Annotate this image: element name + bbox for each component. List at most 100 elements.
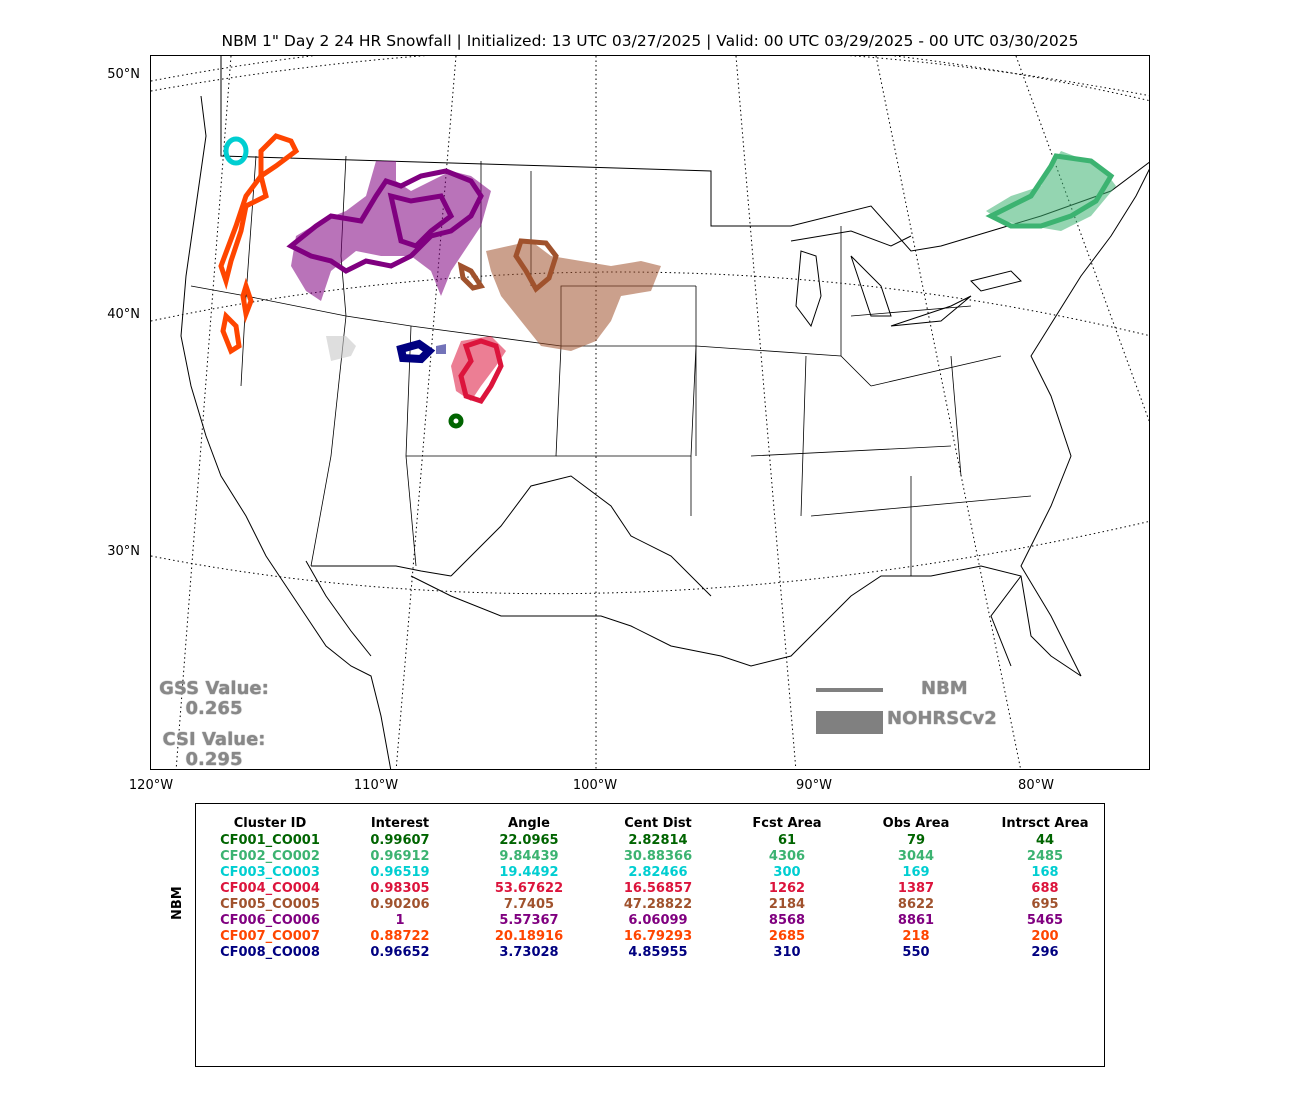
table-cell: 0.90206 bbox=[370, 897, 430, 912]
table-cell: 688 bbox=[1031, 881, 1059, 896]
table-cell: 3.73028 bbox=[499, 945, 559, 960]
table-cell: 30.88366 bbox=[623, 849, 693, 864]
table-cell: 1262 bbox=[768, 881, 806, 896]
table-cell: 300 bbox=[773, 865, 801, 880]
fcst-contour-cf002 bbox=[985, 153, 1115, 229]
table-cell: CF004_CO004 bbox=[220, 881, 320, 896]
fcst-contours bbox=[218, 133, 1115, 429]
lon-label-80: 80°W bbox=[1018, 778, 1054, 793]
east-coast bbox=[1020, 168, 1149, 677]
table-cell: 53.67622 bbox=[494, 881, 564, 896]
table-cell: CF006_CO006 bbox=[220, 913, 320, 928]
fcst-contour-cf004 bbox=[458, 338, 504, 404]
graticule bbox=[151, 56, 1149, 769]
lat-30-line bbox=[151, 520, 1149, 595]
obs-area-cf005 bbox=[486, 241, 661, 351]
table-cell: 218 bbox=[902, 929, 930, 944]
table-cell: 310 bbox=[773, 945, 801, 960]
table-row: CF007_CO007 0.88722 20.18916 16.79293 2685 21… bbox=[205, 929, 1109, 945]
table-cell: 79 bbox=[906, 833, 926, 848]
table-cell: 0.88722 bbox=[370, 929, 430, 944]
table-cell: 4306 bbox=[768, 849, 806, 864]
chart-title: NBM 1" Day 2 24 HR Snowfall | Initialize… bbox=[221, 32, 1079, 50]
lon-label-110: 110°W bbox=[353, 778, 399, 793]
lon-80-line bbox=[875, 56, 1022, 769]
legend-fill-swatch bbox=[816, 711, 883, 734]
table-ylabel: NBM bbox=[170, 886, 185, 920]
lat-50-line bbox=[151, 56, 1149, 102]
table-cell: 3044 bbox=[897, 849, 935, 864]
table-cell: 550 bbox=[902, 945, 930, 960]
fcst-contour-cf005 bbox=[513, 238, 559, 293]
csi-label: CSI Value: bbox=[162, 729, 266, 750]
gulf-coast bbox=[410, 565, 1082, 677]
table-cell: 16.79293 bbox=[623, 929, 693, 944]
col-header-angle: Angle bbox=[508, 815, 550, 831]
fcst-contour-cf003 bbox=[223, 136, 249, 166]
fcst-contour-cf008 bbox=[396, 339, 436, 364]
table-cell: 0.96652 bbox=[370, 945, 430, 960]
table-cell: 695 bbox=[1031, 897, 1059, 912]
table-cell: 20.18916 bbox=[494, 929, 564, 944]
table-cell: 61 bbox=[777, 833, 797, 848]
table-cell: 0.96912 bbox=[370, 849, 430, 864]
table-cell: 16.56857 bbox=[623, 881, 693, 896]
table-cell: 47.28822 bbox=[623, 897, 693, 912]
fcst-contour-cf001 bbox=[448, 413, 464, 429]
table-cell: 169 bbox=[902, 865, 930, 880]
table-cell: 22.0965 bbox=[499, 833, 559, 848]
table-row: CF008_CO008 0.96652 3.73028 4.85955 310 550 29… bbox=[205, 945, 1109, 961]
table-cell: 8568 bbox=[768, 913, 806, 928]
stats-table-frame bbox=[195, 803, 1105, 1067]
mexico-border bbox=[311, 565, 452, 577]
table-cell: 168 bbox=[1031, 865, 1059, 880]
obs-area-gray-1 bbox=[326, 336, 356, 361]
csi-value: 0.295 bbox=[185, 749, 243, 770]
table-row: CF001_CO001 0.99607 22.0965 2.82814 61 79 44 bbox=[205, 833, 1109, 849]
table-cell: 0.96519 bbox=[370, 865, 430, 880]
table-cell: CF002_CO002 bbox=[220, 849, 320, 864]
legend-nohrsc-label: NOHRSCv2 bbox=[887, 708, 997, 729]
table-cell: 2485 bbox=[1026, 849, 1064, 864]
table-cell: 2184 bbox=[768, 897, 806, 912]
lat-label-50: 50°N bbox=[107, 67, 140, 82]
col-header-cluster-id: Cluster ID bbox=[233, 815, 307, 831]
fcst-contour-cf006 bbox=[286, 168, 484, 274]
table-cell: 5465 bbox=[1026, 913, 1064, 928]
great-lakes bbox=[790, 230, 1022, 328]
lat-40-line bbox=[151, 271, 1149, 337]
table-row: CF002_CO002 0.96912 9.84439 30.88366 4306 304… bbox=[205, 849, 1109, 865]
map-panel bbox=[150, 55, 1150, 770]
table-row: CF003_CO003 0.96519 19.4492 2.82466 300 169 16… bbox=[205, 865, 1109, 881]
coastlines bbox=[180, 56, 1149, 769]
table-cell: 19.4492 bbox=[499, 865, 559, 880]
obs-area-cf008 bbox=[436, 344, 446, 354]
col-header-cent-dist: Cent Dist bbox=[624, 815, 692, 831]
lat-label-40: 40°N bbox=[107, 307, 140, 322]
lon-label-100: 100°W bbox=[572, 778, 618, 793]
table-cell: 0.98305 bbox=[370, 881, 430, 896]
table-cell: 1387 bbox=[897, 881, 935, 896]
table-cell: 296 bbox=[1031, 945, 1059, 960]
lon-120-line bbox=[175, 56, 232, 769]
fcst-contour-cf007 bbox=[218, 133, 300, 290]
west-coast bbox=[180, 95, 392, 769]
table-cell: 1 bbox=[395, 913, 405, 928]
table-cell: 2.82466 bbox=[628, 865, 688, 880]
table-cell: CF005_CO005 bbox=[220, 897, 320, 912]
table-cell: 44 bbox=[1035, 833, 1055, 848]
table-cell: 200 bbox=[1031, 929, 1059, 944]
table-cell: 8861 bbox=[897, 913, 935, 928]
table-cell: CF008_CO008 bbox=[220, 945, 320, 960]
state-borders bbox=[190, 155, 1032, 576]
gss-value: 0.265 bbox=[185, 698, 243, 719]
lon-90-line bbox=[735, 56, 797, 769]
stats-table: Cluster ID Interest Angle Cent Dist Fcst… bbox=[205, 813, 1109, 961]
table-cell: 4.85955 bbox=[628, 945, 688, 960]
table-row: CF004_CO004 0.98305 53.67622 16.56857 1262 13… bbox=[205, 881, 1109, 897]
col-header-fcst-area: Fcst Area bbox=[752, 815, 822, 831]
table-cell: 2.82814 bbox=[628, 833, 688, 848]
table-header-row: Cluster ID Interest Angle Cent Dist Fcst… bbox=[205, 813, 1109, 833]
table-cell: 6.06099 bbox=[628, 913, 688, 928]
col-header-obs-area: Obs Area bbox=[882, 815, 950, 831]
